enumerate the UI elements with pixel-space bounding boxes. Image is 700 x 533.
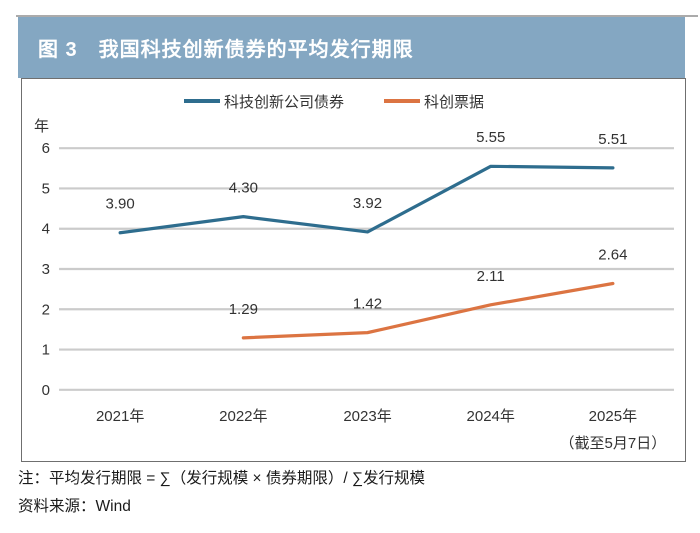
svg-text:6: 6 (42, 140, 50, 157)
svg-text:年: 年 (34, 118, 49, 135)
legend-item-notes: 科创票据 (384, 91, 484, 111)
svg-text:3: 3 (42, 261, 50, 278)
svg-text:2021年: 2021年 (96, 408, 144, 425)
svg-text:3.92: 3.92 (353, 195, 382, 212)
legend-line-swatch-blue (184, 99, 220, 103)
figure-title: 图 3 我国科技创新债券的平均发行期限 (38, 39, 414, 61)
svg-text:2024年: 2024年 (467, 408, 515, 425)
note-formula: 注：平均发行期限 = ∑（发行规模 × 债券期限）/ ∑发行规模 (18, 470, 426, 487)
svg-text:2.11: 2.11 (477, 268, 505, 285)
svg-text:1: 1 (42, 342, 50, 359)
svg-text:（截至5月7日）: （截至5月7日） (560, 435, 667, 452)
top-divider (16, 15, 698, 17)
svg-text:4.30: 4.30 (229, 180, 258, 197)
svg-text:0: 0 (42, 382, 50, 399)
svg-text:2025年: 2025年 (589, 408, 637, 425)
svg-text:1.42: 1.42 (353, 296, 382, 313)
svg-text:2022年: 2022年 (219, 408, 267, 425)
line-chart: 0 1 2 3 4 5 6 年 2021年 2022年 2023年 2024年 2025年 （截至5月7日… (34, 118, 674, 452)
chart-area: 科技创新公司债券 科创票据 0 1 2 3 4 5 6 年 2021年 2022年 2023年 202… (21, 78, 686, 462)
svg-text:2023年: 2023年 (343, 408, 391, 425)
svg-text:5.51: 5.51 (598, 131, 627, 148)
svg-text:5.55: 5.55 (476, 129, 505, 146)
svg-text:4: 4 (42, 221, 50, 238)
svg-text:5: 5 (42, 180, 50, 197)
legend-label-bonds: 科技创新公司债券 (224, 93, 345, 111)
legend-label-notes: 科创票据 (424, 93, 485, 111)
svg-text:1.29: 1.29 (229, 301, 258, 318)
legend-line-swatch-orange (384, 99, 420, 103)
svg-text:3.90: 3.90 (106, 196, 135, 213)
note-source: 资料来源：Wind (18, 498, 131, 515)
svg-text:2: 2 (42, 301, 50, 318)
figure-title-bar: 图 3 我国科技创新债券的平均发行期限 (18, 17, 685, 78)
svg-text:2.64: 2.64 (598, 246, 627, 263)
legend-item-bonds: 科技创新公司债券 (184, 91, 344, 111)
